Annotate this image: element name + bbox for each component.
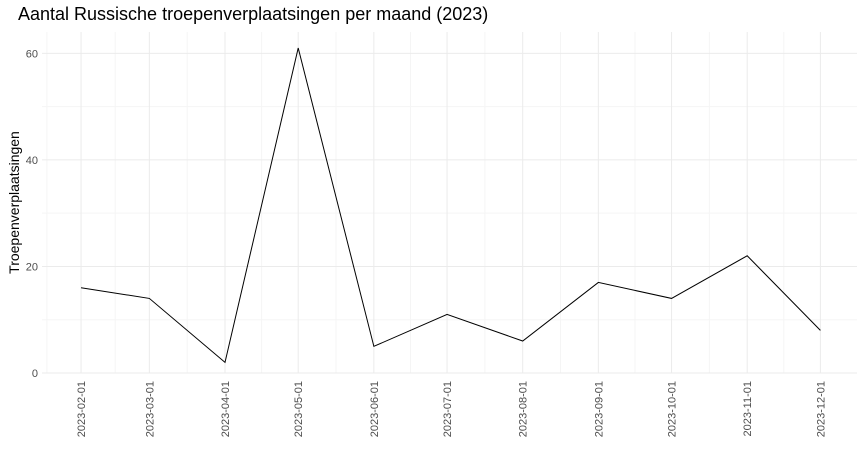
major-gridlines (42, 32, 857, 374)
x-tick-label: 2023-03-01 (144, 381, 156, 437)
x-tick-label: 2023-12-01 (815, 381, 827, 437)
y-axis-title: Troepenverplaatsingen (6, 131, 22, 274)
x-tick-label: 2023-04-01 (220, 381, 232, 437)
x-tick-label: 2023-07-01 (442, 381, 454, 437)
x-tick-label: 2023-09-01 (593, 381, 605, 437)
y-tick-labels: 0 20 40 60 (26, 48, 38, 380)
x-tick-label: 2023-05-01 (293, 381, 305, 437)
y-tick-label: 0 (32, 368, 38, 380)
x-tick-label: 2023-11-01 (742, 381, 754, 436)
x-tick-label: 2023-08-01 (518, 381, 530, 437)
y-tick-label: 60 (26, 48, 38, 60)
y-tick-label: 20 (26, 261, 38, 273)
x-tick-label: 2023-06-01 (369, 381, 381, 437)
series-line (80, 47, 821, 364)
minor-gridlines (42, 32, 857, 373)
x-tick-label: 2023-10-01 (667, 381, 679, 437)
y-tick-label: 40 (26, 155, 38, 167)
x-tick-label: 2023-02-01 (76, 381, 88, 437)
x-tick-labels: 2023-02-01 2023-03-01 2023-04-01 2023-05-01… (76, 381, 827, 437)
chart-title: Aantal Russische troepenverplaatsingen p… (18, 4, 489, 24)
series-layer (80, 47, 821, 364)
